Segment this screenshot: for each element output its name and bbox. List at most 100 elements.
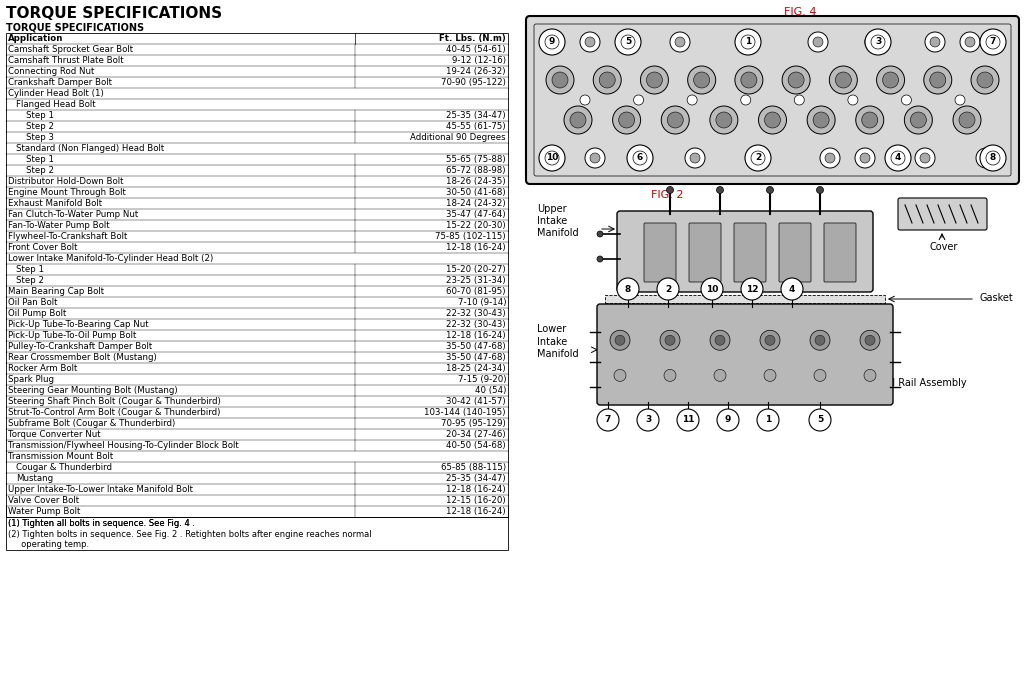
- Text: 22-32 (30-43): 22-32 (30-43): [446, 309, 506, 318]
- Text: Fan-To-Water Pump Bolt: Fan-To-Water Pump Bolt: [8, 221, 110, 230]
- Circle shape: [862, 112, 878, 128]
- Text: 12-18 (16-24): 12-18 (16-24): [446, 331, 506, 340]
- Text: TORQUE SPECIFICATIONS: TORQUE SPECIFICATIONS: [6, 6, 222, 21]
- Text: Exhaust Manifold Bolt: Exhaust Manifold Bolt: [8, 199, 102, 208]
- Bar: [6, 308, 508, 319]
- Circle shape: [662, 106, 689, 134]
- Text: Step 1: Step 1: [16, 265, 44, 274]
- Bar: [6, 473, 508, 484]
- Circle shape: [782, 66, 810, 94]
- Circle shape: [618, 112, 635, 128]
- Circle shape: [668, 112, 683, 128]
- Circle shape: [615, 336, 625, 345]
- Circle shape: [981, 153, 991, 163]
- Circle shape: [667, 186, 674, 194]
- Text: Step 1: Step 1: [26, 111, 54, 120]
- Circle shape: [829, 66, 857, 94]
- FancyBboxPatch shape: [617, 211, 873, 292]
- Circle shape: [687, 95, 697, 105]
- Text: 40-50 (54-68): 40-50 (54-68): [446, 441, 506, 450]
- FancyBboxPatch shape: [526, 16, 1019, 184]
- Bar: [6, 77, 508, 88]
- Text: Step 1: Step 1: [26, 155, 54, 164]
- Bar: [6, 55, 508, 66]
- Circle shape: [915, 148, 935, 168]
- Text: Rocker Arm Bolt: Rocker Arm Bolt: [8, 364, 78, 373]
- Bar: [6, 110, 508, 121]
- Circle shape: [675, 37, 685, 47]
- Text: Standard (Non Flanged) Head Bolt: Standard (Non Flanged) Head Bolt: [16, 144, 164, 153]
- Bar: [6, 231, 508, 242]
- Bar: [6, 198, 508, 209]
- Circle shape: [848, 95, 858, 105]
- Text: Steering Gear Mounting Bolt (Mustang): Steering Gear Mounting Bolt (Mustang): [8, 386, 177, 395]
- Circle shape: [864, 370, 876, 381]
- Bar: [6, 253, 508, 264]
- Text: 30-42 (41-57): 30-42 (41-57): [446, 397, 506, 406]
- Text: Connecting Rod Nut: Connecting Rod Nut: [8, 67, 94, 76]
- Circle shape: [781, 278, 803, 300]
- Text: Upper Intake-To-Lower Intake Manifold Bolt: Upper Intake-To-Lower Intake Manifold Bo…: [8, 485, 193, 494]
- Text: Lower Intake Manifold-To-Cylinder Head Bolt (2): Lower Intake Manifold-To-Cylinder Head B…: [8, 254, 213, 263]
- Circle shape: [716, 112, 732, 128]
- Circle shape: [865, 336, 874, 345]
- Bar: [6, 363, 508, 374]
- Text: Additional 90 Degrees: Additional 90 Degrees: [411, 133, 506, 142]
- Text: Camshaft Sprocket Gear Bolt: Camshaft Sprocket Gear Bolt: [8, 45, 133, 54]
- Bar: [6, 44, 508, 55]
- Bar: [6, 297, 508, 308]
- Bar: [6, 374, 508, 385]
- Bar: [6, 176, 508, 187]
- Circle shape: [570, 112, 586, 128]
- Text: (1) Tighten all bolts in sequence. See Fig. 4 .: (1) Tighten all bolts in sequence. See F…: [8, 519, 195, 528]
- Circle shape: [597, 409, 618, 431]
- Bar: [6, 242, 508, 253]
- Bar: [6, 495, 508, 506]
- Circle shape: [904, 106, 933, 134]
- Text: 1: 1: [744, 38, 752, 46]
- Text: 9: 9: [725, 415, 731, 424]
- Text: 45-55 (61-75): 45-55 (61-75): [446, 122, 506, 131]
- Text: 40 (54): 40 (54): [475, 386, 506, 395]
- Text: 12: 12: [745, 284, 758, 293]
- Text: 5: 5: [817, 415, 823, 424]
- Text: 15-20 (20-27): 15-20 (20-27): [446, 265, 506, 274]
- Circle shape: [820, 148, 840, 168]
- Circle shape: [757, 409, 779, 431]
- Circle shape: [815, 336, 825, 345]
- Text: Main Bearing Cap Bolt: Main Bearing Cap Bolt: [8, 287, 104, 296]
- Text: Cylinder Head Bolt (1): Cylinder Head Bolt (1): [8, 89, 103, 98]
- Text: 25-35 (34-47): 25-35 (34-47): [446, 111, 506, 120]
- Text: 2: 2: [665, 284, 671, 293]
- Text: Engine Mount Through Bolt: Engine Mount Through Bolt: [8, 188, 126, 197]
- Circle shape: [745, 145, 771, 171]
- Text: (2) Tighten bolts in sequence. See Fig. 2 . Retighten bolts after engine reaches: (2) Tighten bolts in sequence. See Fig. …: [8, 530, 372, 539]
- Text: Crankshaft Damper Bolt: Crankshaft Damper Bolt: [8, 78, 112, 87]
- Text: Lower
Intake
Manifold: Lower Intake Manifold: [537, 325, 579, 359]
- FancyBboxPatch shape: [689, 223, 721, 282]
- Bar: [6, 220, 508, 231]
- Text: 103-144 (140-195): 103-144 (140-195): [425, 408, 506, 417]
- Circle shape: [740, 95, 751, 105]
- Circle shape: [891, 151, 905, 165]
- Text: operating temp.: operating temp.: [8, 540, 89, 549]
- FancyBboxPatch shape: [644, 223, 676, 282]
- Text: 2: 2: [755, 153, 761, 162]
- Text: Step 2: Step 2: [16, 276, 44, 285]
- Circle shape: [693, 72, 710, 88]
- Bar: [6, 154, 508, 165]
- Text: Distributor Hold-Down Bolt: Distributor Hold-Down Bolt: [8, 177, 124, 186]
- Circle shape: [986, 35, 1000, 49]
- Circle shape: [788, 72, 804, 88]
- Circle shape: [539, 145, 565, 171]
- Text: 11: 11: [682, 415, 694, 424]
- Circle shape: [870, 37, 880, 47]
- Circle shape: [633, 151, 647, 165]
- Circle shape: [545, 35, 559, 49]
- Bar: [6, 330, 508, 341]
- Text: 15-22 (20-30): 15-22 (20-30): [446, 221, 506, 230]
- Text: 18-25 (24-34): 18-25 (24-34): [446, 364, 506, 373]
- Circle shape: [735, 66, 763, 94]
- Text: 19-24 (26-32): 19-24 (26-32): [446, 67, 506, 76]
- Text: Cougar & Thunderbird: Cougar & Thunderbird: [16, 463, 112, 472]
